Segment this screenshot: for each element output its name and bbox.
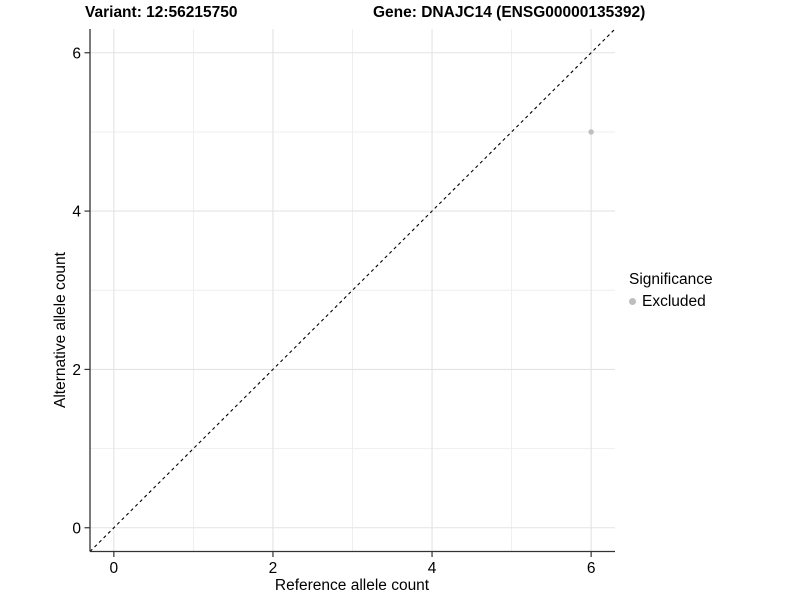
legend-dot-icon: [629, 298, 636, 305]
x-tick-label: 2: [269, 560, 278, 577]
y-tick-label: 2: [72, 362, 81, 379]
x-tick-label: 6: [587, 560, 596, 577]
legend-item-excluded: Excluded: [629, 293, 713, 310]
y-tick-label: 0: [72, 520, 81, 537]
legend: Significance Excluded: [629, 271, 713, 310]
identity-line: [89, 28, 616, 552]
data-point: [588, 129, 594, 135]
variant-title: Variant: 12:56215750: [85, 4, 238, 21]
y-tick-label: 4: [72, 204, 81, 221]
x-axis-title: Reference allele count: [274, 577, 430, 594]
legend-item-label: Excluded: [642, 293, 706, 310]
y-tick-label: 6: [72, 45, 81, 62]
y-axis-title: Alternative allele count: [52, 252, 69, 408]
x-tick-label: 4: [428, 560, 437, 577]
gene-title: Gene: DNAJC14 (ENSG00000135392): [373, 4, 646, 21]
legend-title: Significance: [629, 271, 713, 288]
x-tick-label: 0: [110, 560, 119, 577]
